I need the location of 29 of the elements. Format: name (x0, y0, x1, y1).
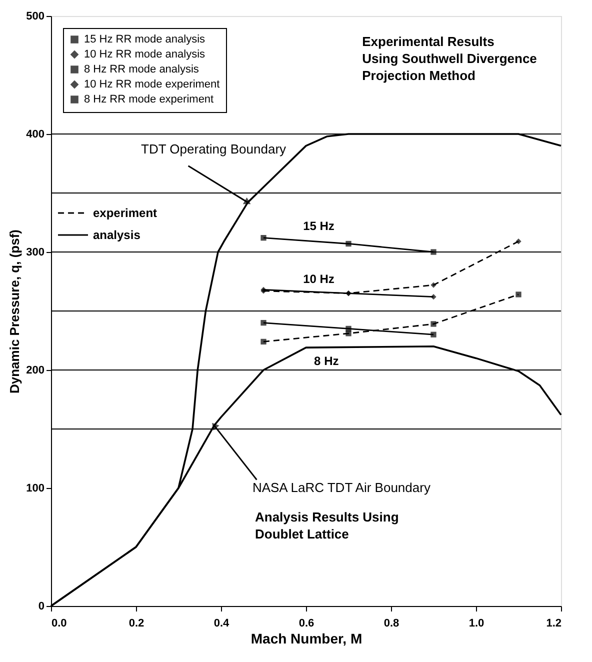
annotation: analysis (93, 228, 141, 242)
y-tick-label: 300 (26, 246, 44, 258)
annotation: 10 Hz (303, 272, 334, 286)
x-axis-title: Mach Number, M (250, 630, 362, 646)
x-tick-label: 0.0 (52, 618, 67, 630)
annotation: Experimental Results Using Southwell Divergence Projection Method (362, 34, 537, 83)
annotation: TDT Operating Boundary (141, 141, 287, 156)
legend-label: 15 Hz RR mode analysis (84, 34, 206, 46)
annotation: 8 Hz (314, 354, 339, 368)
y-axis-title: Dynamic Pressure, q, (psf) (7, 230, 22, 394)
y-tick-label: 0 (38, 600, 44, 612)
y-tick-label: 100 (26, 482, 44, 494)
annotation: 15 Hz (303, 219, 334, 234)
x-tick-label: 0.6 (298, 618, 314, 630)
x-tick-label: 0.8 (384, 618, 400, 630)
legend-label: 10 Hz RR mode analysis (84, 48, 206, 60)
annotation: experiment (93, 206, 158, 220)
y-tick-label: 400 (26, 128, 44, 140)
y-tick-label: 500 (26, 10, 44, 22)
x-tick-label: 1.0 (468, 618, 484, 630)
y-tick-label: 200 (26, 364, 44, 376)
x-tick-label: 1.2 (546, 618, 562, 630)
legend-label: 8 Hz RR mode analysis (84, 64, 200, 76)
legend-label: 8 Hz RR mode experiment (84, 94, 214, 106)
x-tick-label: 0.2 (128, 618, 144, 630)
x-tick-label: 0.4 (214, 618, 230, 630)
annotation: Analysis Results Using Doublet Lattice (255, 510, 399, 542)
annotation: NASA LaRC TDT Air Boundary (252, 480, 431, 496)
legend-label: 10 Hz RR mode experiment (84, 78, 220, 90)
